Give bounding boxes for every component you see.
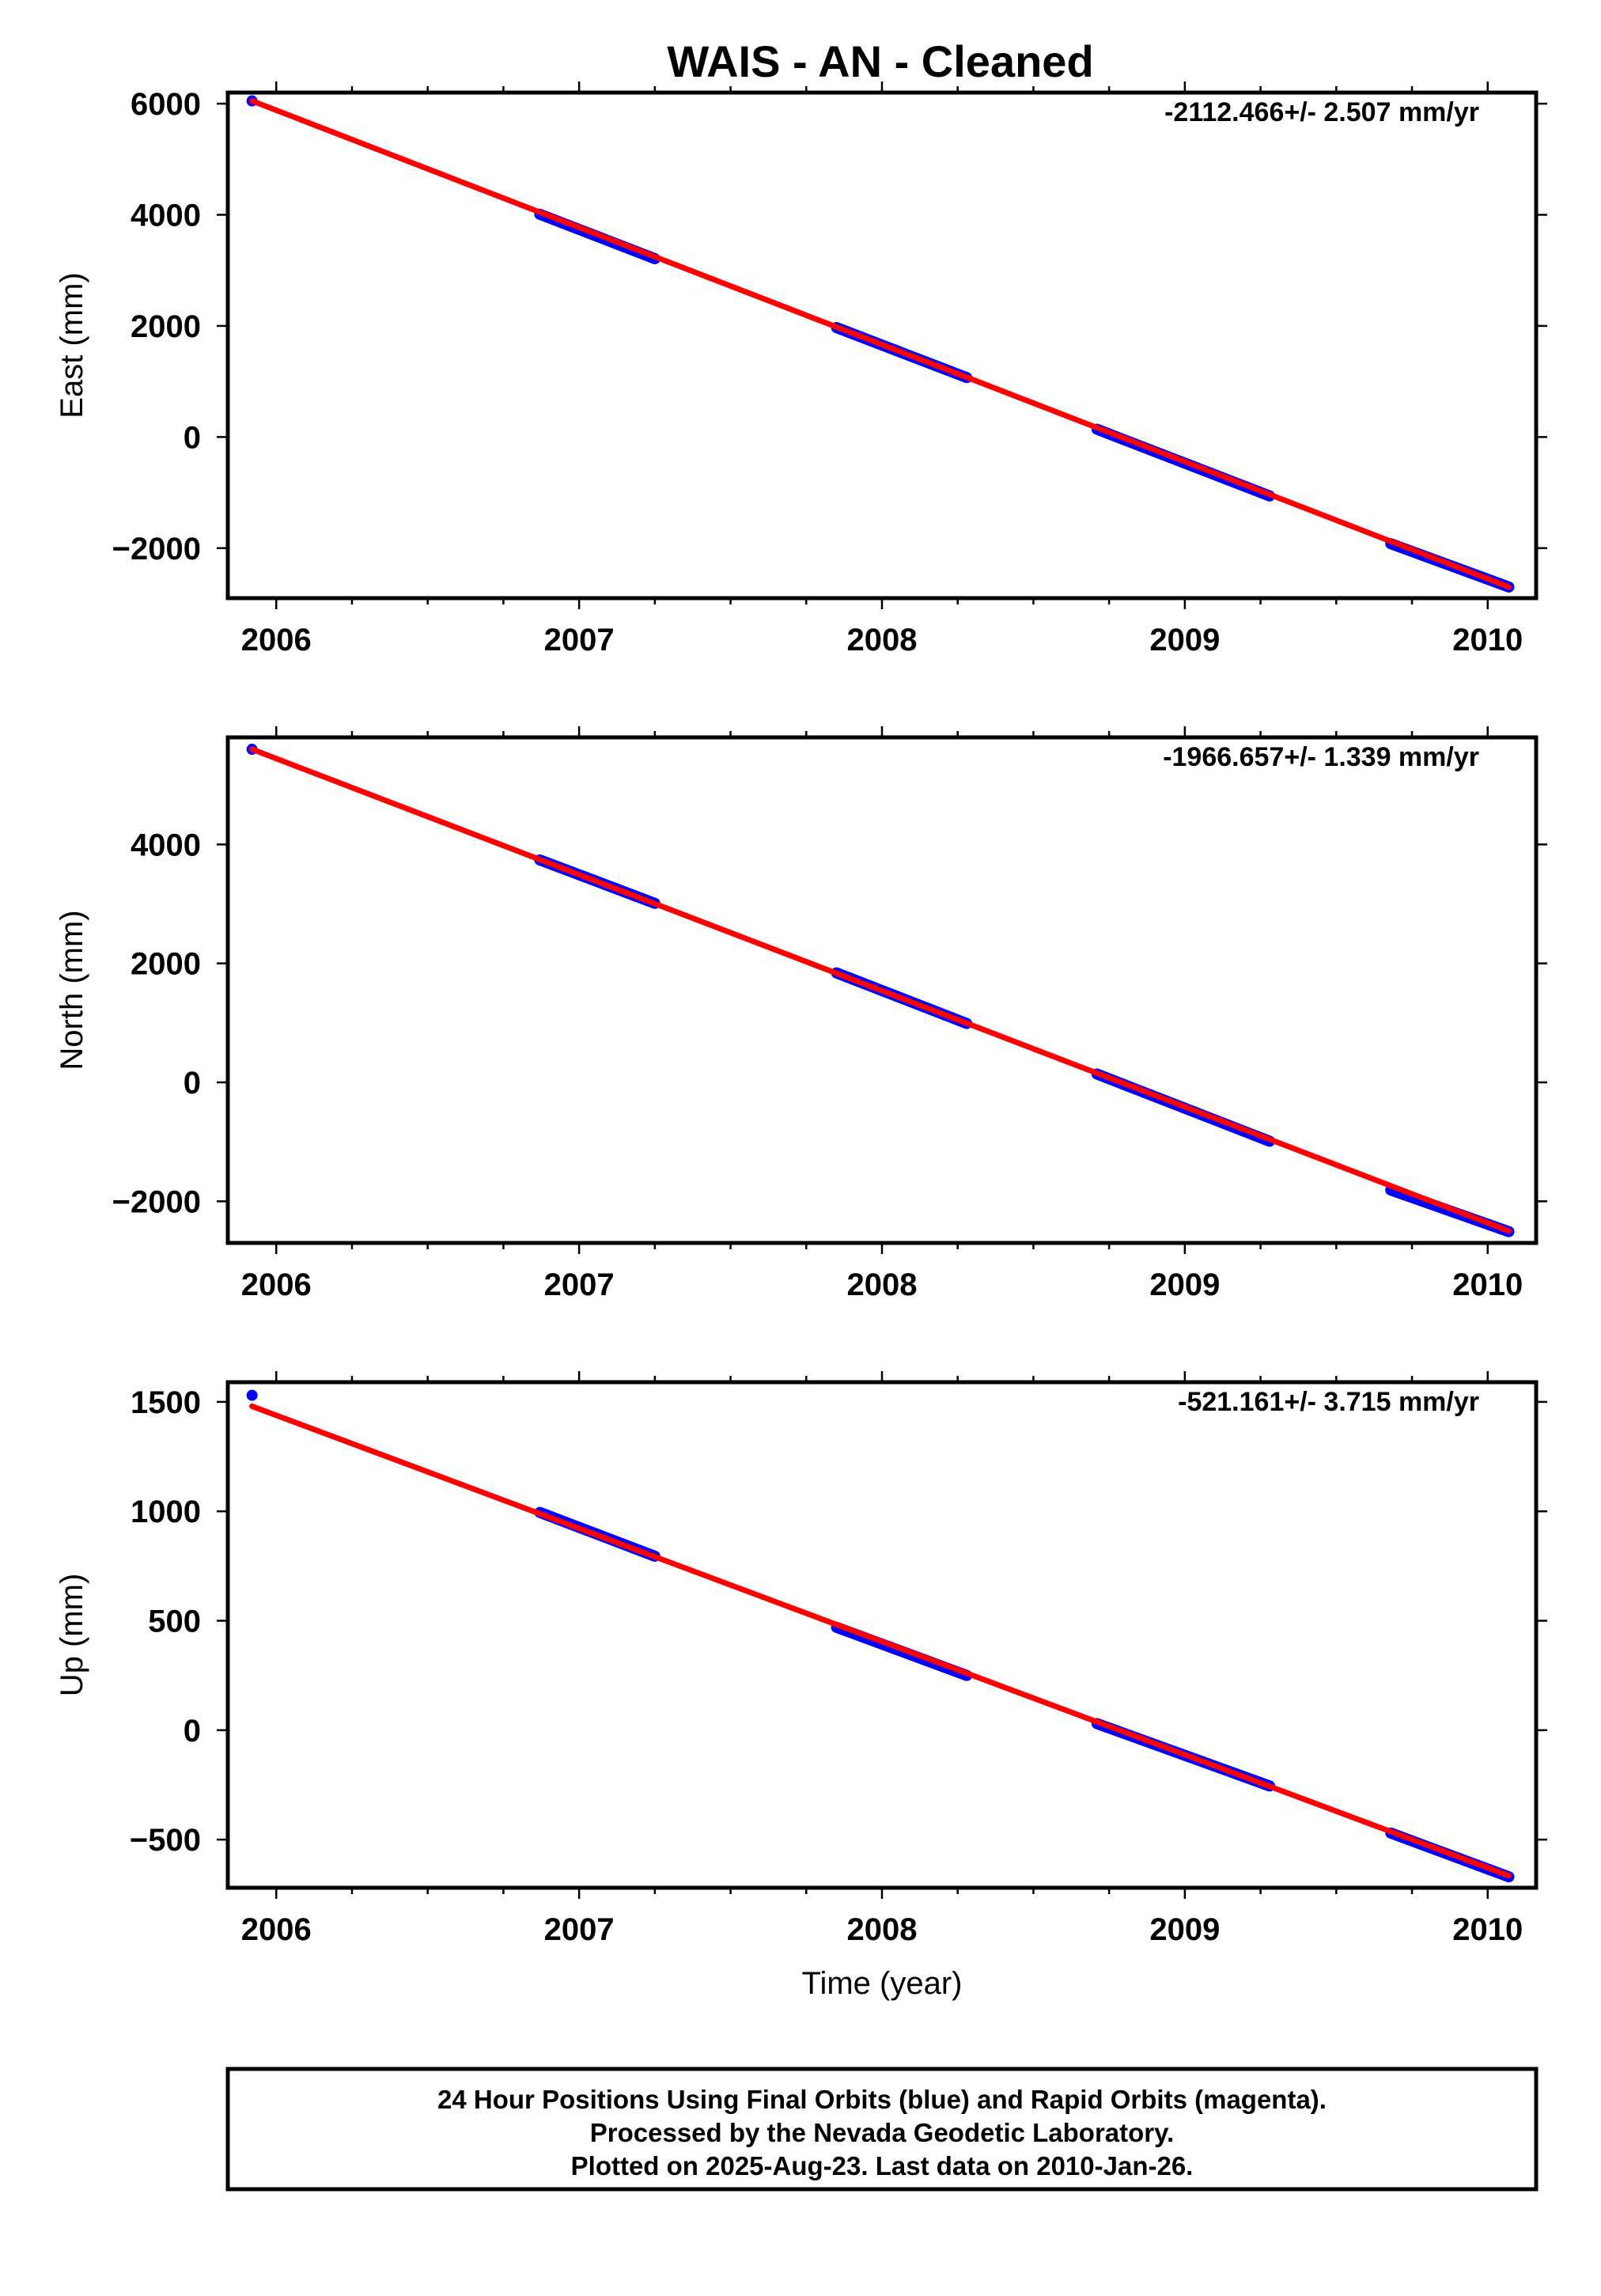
y-tick-label: 4000 bbox=[131, 198, 201, 233]
north-y-axis-label: North (mm) bbox=[55, 910, 89, 1070]
up-y-axis-label: Up (mm) bbox=[55, 1574, 89, 1697]
north-fit-line bbox=[249, 746, 1512, 1234]
y-tick-label: −2000 bbox=[112, 532, 201, 566]
footer-box: 24 Hour Positions Using Final Orbits (bl… bbox=[225, 2067, 1539, 2192]
x-tick-label: 2010 bbox=[1452, 1267, 1523, 1302]
east-panel: 2006 2007 2008 2009 2010 −2000 0 2000 4000 6000 Ea… bbox=[55, 81, 1547, 657]
x-tick-label: 2008 bbox=[847, 1912, 918, 1947]
x-tick-label: 2010 bbox=[1452, 623, 1523, 657]
y-tick-label: 4000 bbox=[131, 828, 201, 862]
x-tick-label: 2006 bbox=[241, 1912, 312, 1947]
north-panel: 2006 2007 2008 2009 2010 −2000 0 2000 4000 North … bbox=[55, 726, 1547, 1302]
chart-panels: 2006 2007 2008 2009 2010 −2000 0 2000 4000 6000 Ea… bbox=[55, 81, 1547, 2001]
east-plot-frame bbox=[225, 90, 1539, 601]
east-y-axis-label: East (mm) bbox=[55, 272, 89, 418]
x-tick-label: 2006 bbox=[241, 1267, 312, 1302]
y-tick-label: −2000 bbox=[112, 1184, 201, 1219]
x-tick-label: 2008 bbox=[847, 623, 918, 657]
x-tick-label: 2009 bbox=[1149, 623, 1220, 657]
y-tick-label: 0 bbox=[184, 420, 201, 455]
footer-line-1: 24 Hour Positions Using Final Orbits (bl… bbox=[437, 2085, 1327, 2114]
up-panel: 2006 2007 2008 2009 2010 −500 0 500 1000 1500 Up (… bbox=[55, 1371, 1547, 2001]
up-plot-frame bbox=[225, 1380, 1539, 1890]
footer-frame bbox=[225, 2067, 1539, 2192]
x-tick-label: 2010 bbox=[1452, 1912, 1523, 1947]
north-rate-label: -1966.657+/- 1.339 mm/yr bbox=[1163, 742, 1479, 772]
up-rate-label: -521.161+/- 3.715 mm/yr bbox=[1178, 1387, 1479, 1417]
figure-title: WAIS - AN - Cleaned bbox=[667, 36, 1093, 86]
x-tick-label: 2007 bbox=[544, 1912, 615, 1947]
y-tick-label: 0 bbox=[184, 1066, 201, 1101]
y-tick-label: 2000 bbox=[131, 947, 201, 982]
footer-line-2: Processed by the Nevada Geodetic Laborat… bbox=[590, 2118, 1174, 2147]
y-tick-label: 2000 bbox=[131, 309, 201, 344]
y-tick-label: 1500 bbox=[131, 1385, 201, 1420]
up-fit-line bbox=[249, 1403, 1512, 1879]
y-tick-label: 0 bbox=[184, 1714, 201, 1749]
x-axis-label: Time (year) bbox=[802, 1966, 963, 2001]
x-tick-label: 2008 bbox=[847, 1267, 918, 1302]
y-tick-label: 500 bbox=[148, 1605, 201, 1639]
x-tick-label: 2009 bbox=[1149, 1267, 1220, 1302]
east-fit-line bbox=[249, 98, 1512, 590]
y-tick-label: 1000 bbox=[131, 1495, 201, 1529]
x-tick-label: 2007 bbox=[544, 623, 615, 657]
north-plot-frame bbox=[225, 735, 1539, 1245]
y-tick-label: 6000 bbox=[131, 87, 201, 122]
footer-line-3: Plotted on 2025-Aug-23. Last data on 201… bbox=[571, 2151, 1194, 2180]
x-tick-label: 2009 bbox=[1149, 1912, 1220, 1947]
east-rate-label: -2112.466+/- 2.507 mm/yr bbox=[1164, 97, 1479, 127]
y-tick-label: −500 bbox=[130, 1823, 201, 1858]
x-tick-label: 2007 bbox=[544, 1267, 615, 1302]
x-tick-label: 2006 bbox=[241, 623, 312, 657]
data-point bbox=[246, 1389, 258, 1401]
